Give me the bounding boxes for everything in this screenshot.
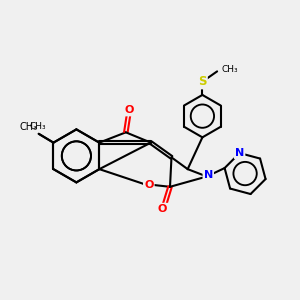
Text: N: N — [204, 170, 213, 180]
Text: O: O — [124, 105, 134, 115]
Text: N: N — [235, 148, 244, 158]
Text: S: S — [198, 75, 207, 88]
Text: CH₃: CH₃ — [221, 64, 238, 74]
Text: CH₃: CH₃ — [30, 122, 46, 131]
Text: CH₃: CH₃ — [19, 122, 37, 132]
Text: O: O — [144, 180, 154, 190]
Text: O: O — [158, 204, 167, 214]
